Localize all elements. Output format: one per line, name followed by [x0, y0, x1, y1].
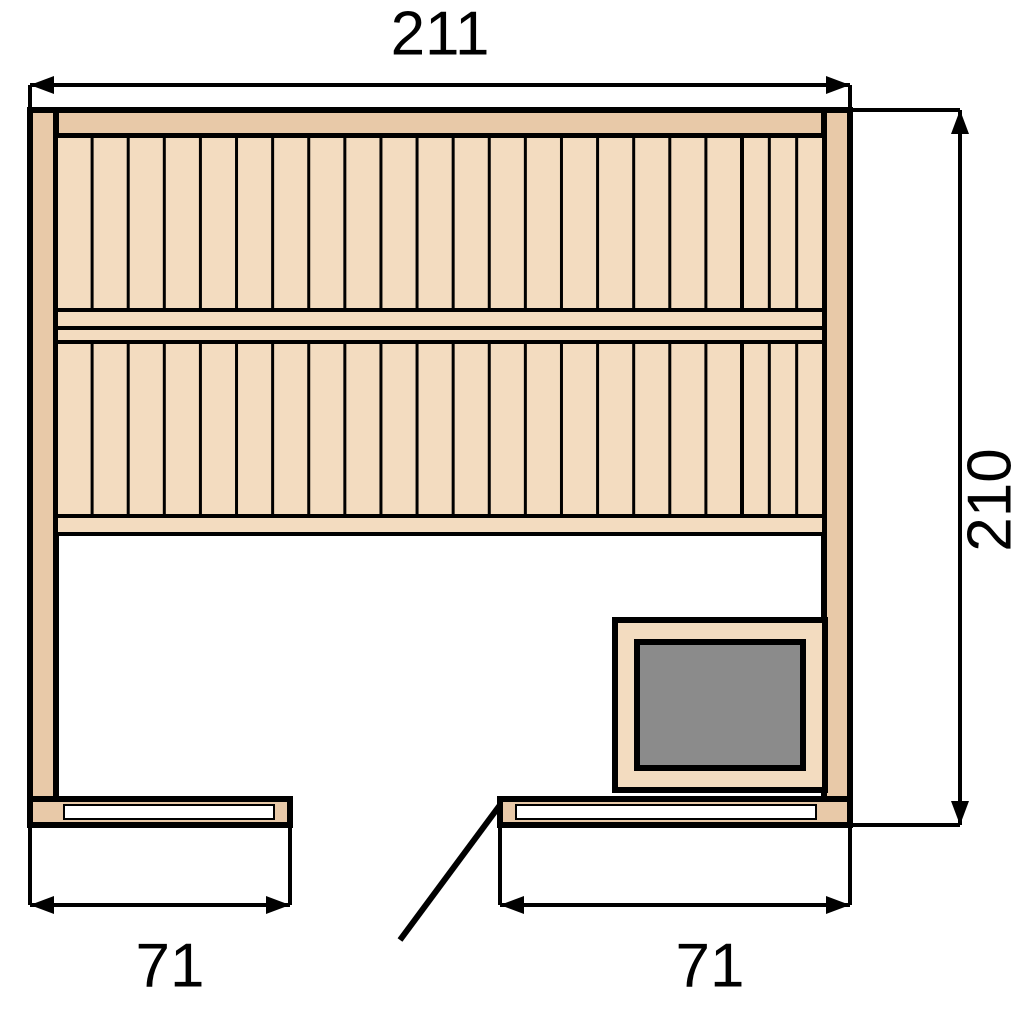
dimensions.top.value: 211 [391, 0, 490, 68]
threshold-left [64, 805, 274, 819]
bench-top-rail [56, 310, 824, 328]
bench-top [56, 136, 824, 328]
wall-top [30, 110, 850, 136]
wall-left [30, 110, 56, 825]
dimensions.right.value: 210 [955, 448, 1024, 551]
dimensions.bottom_right.value: 71 [676, 931, 745, 1000]
bench-gap [56, 328, 824, 342]
threshold-right [516, 805, 816, 819]
dimensions.bottom_left.value: 71 [136, 931, 205, 1000]
heater [637, 642, 803, 768]
bench-bottom [56, 342, 824, 534]
bench-bottom-rail [56, 516, 824, 534]
